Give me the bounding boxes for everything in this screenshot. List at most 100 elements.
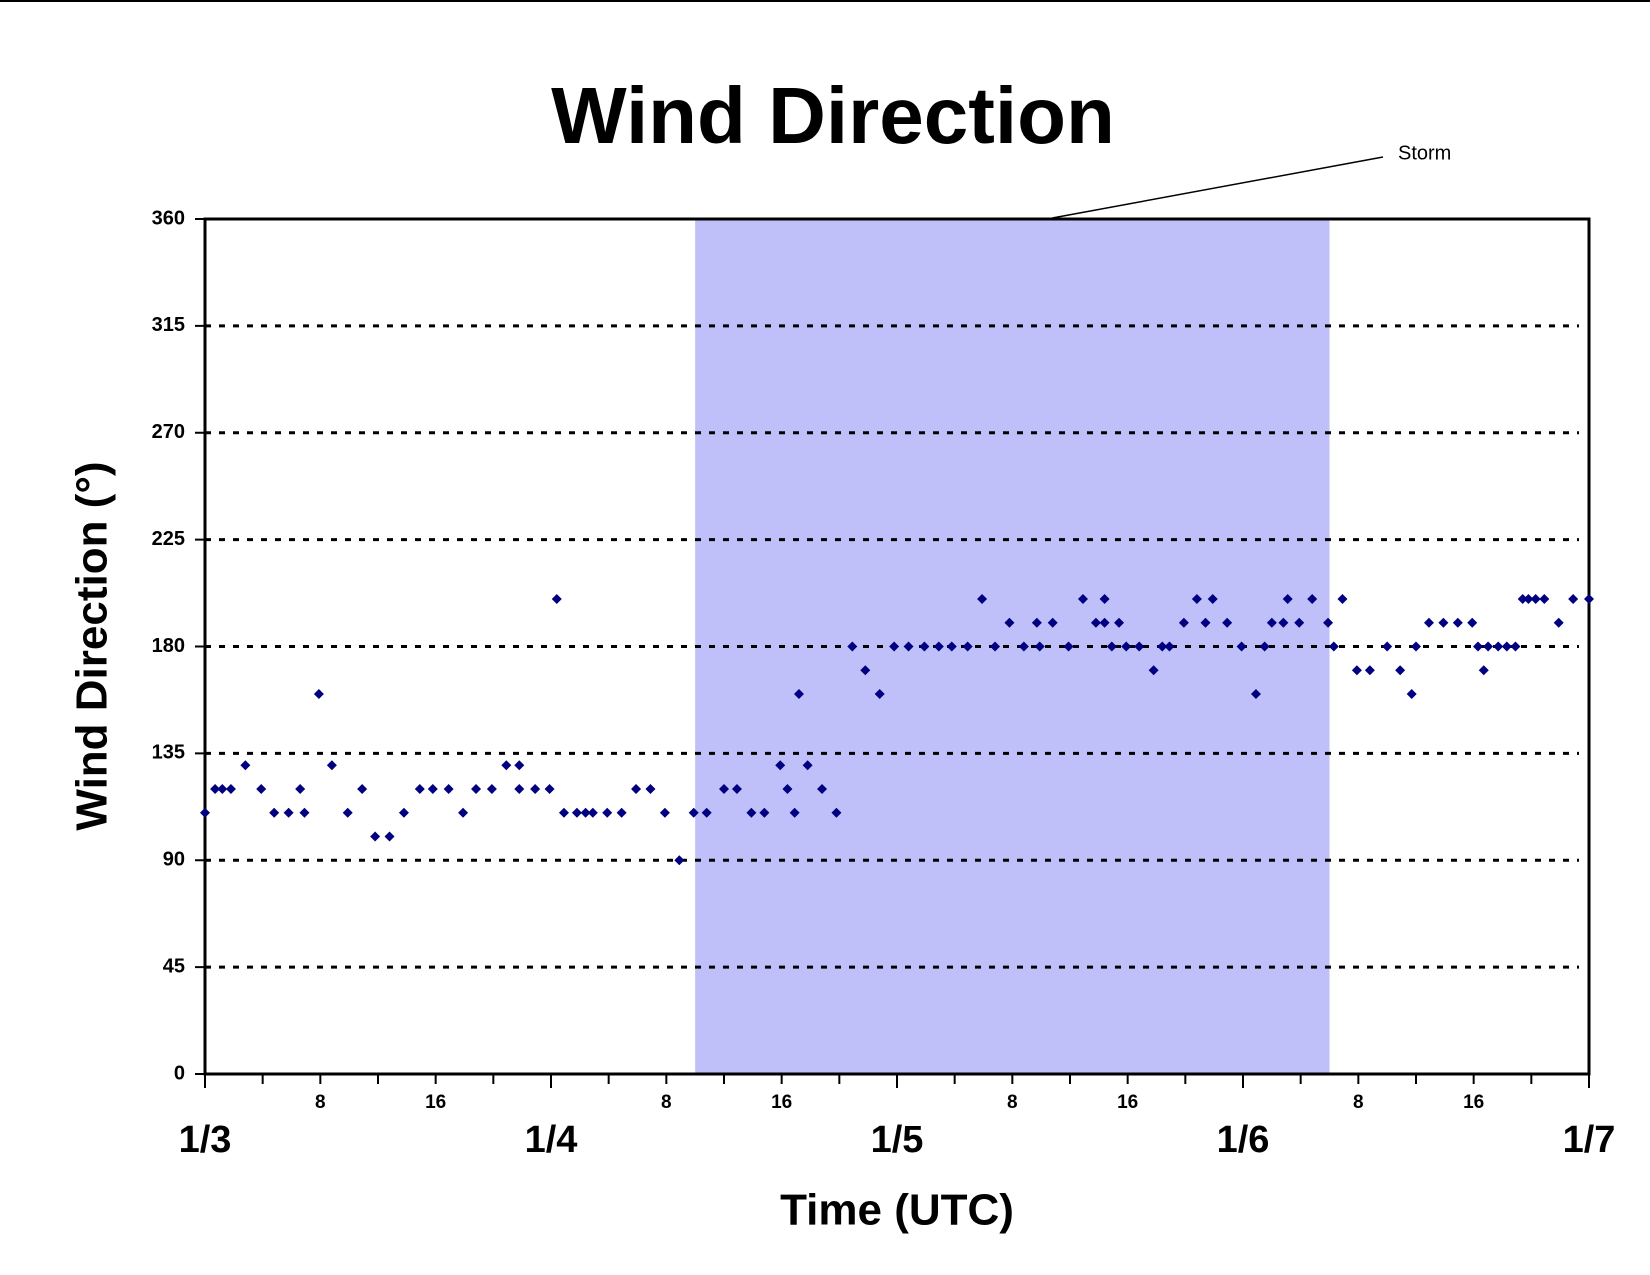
data-point xyxy=(860,665,871,676)
data-point xyxy=(1222,617,1233,628)
data-point xyxy=(1031,617,1042,628)
data-point xyxy=(874,689,885,699)
data-point xyxy=(1483,641,1494,652)
x-hour-label: 8 xyxy=(661,1092,672,1113)
data-point xyxy=(1478,665,1489,676)
data-point xyxy=(427,784,438,794)
x-hour-label: 8 xyxy=(1353,1092,1364,1113)
data-point xyxy=(1250,689,1261,699)
data-point xyxy=(580,807,591,818)
data-point xyxy=(759,807,770,818)
data-point xyxy=(342,807,353,818)
data-point xyxy=(1438,617,1449,628)
data-point xyxy=(1382,641,1393,652)
data-point xyxy=(731,784,742,794)
data-point xyxy=(217,784,228,794)
data-point xyxy=(659,807,670,818)
y-tick-label: 0 xyxy=(174,1062,185,1084)
x-date-label: 1/4 xyxy=(525,1119,578,1161)
data-point xyxy=(1584,594,1594,604)
data-point xyxy=(544,784,555,794)
data-point xyxy=(458,807,469,818)
data-point xyxy=(357,784,368,794)
data-point xyxy=(946,641,957,652)
data-point xyxy=(831,807,842,818)
data-point xyxy=(471,784,482,794)
data-point xyxy=(1164,641,1175,652)
data-point xyxy=(200,807,210,818)
data-point xyxy=(1328,641,1339,652)
data-point xyxy=(782,784,793,794)
y-tick-label: 135 xyxy=(152,742,185,764)
data-point xyxy=(645,784,656,794)
data-point xyxy=(1467,617,1478,628)
y-tick-label: 180 xyxy=(152,635,185,657)
data-point xyxy=(1553,617,1564,628)
data-point xyxy=(602,807,613,818)
data-point xyxy=(384,831,395,842)
y-tick-label: 90 xyxy=(163,849,185,871)
data-point xyxy=(1106,641,1117,652)
plot-frame xyxy=(203,217,1591,1076)
data-point xyxy=(1178,617,1189,628)
data-point xyxy=(530,784,541,794)
x-date-label: 1/5 xyxy=(871,1119,924,1161)
data-point xyxy=(514,760,525,771)
data-point xyxy=(746,807,757,818)
data-point xyxy=(1099,617,1110,628)
data-point xyxy=(1191,594,1202,604)
y-tick-label: 360 xyxy=(152,207,185,229)
data-point xyxy=(1530,594,1541,604)
data-point xyxy=(674,855,685,866)
data-point xyxy=(210,784,221,794)
data-point xyxy=(443,784,454,794)
y-tick-label: 270 xyxy=(152,421,185,443)
data-point xyxy=(1114,617,1125,628)
data-point xyxy=(1121,641,1132,652)
data-point xyxy=(326,760,337,771)
data-point xyxy=(903,641,914,652)
data-point xyxy=(1259,641,1270,652)
data-point xyxy=(1472,641,1483,652)
data-point xyxy=(1099,594,1110,604)
data-point xyxy=(299,807,310,818)
data-point xyxy=(1323,617,1334,628)
y-tick-label: 315 xyxy=(152,314,185,336)
data-point xyxy=(283,807,294,818)
data-point xyxy=(933,641,944,652)
data-point xyxy=(1207,594,1218,604)
data-point xyxy=(295,784,306,794)
data-point xyxy=(1406,689,1417,699)
data-point xyxy=(719,784,729,794)
data-point xyxy=(1063,641,1074,652)
data-point xyxy=(919,641,930,652)
data-point xyxy=(551,594,562,604)
data-point xyxy=(1134,641,1145,652)
data-point xyxy=(501,760,512,771)
data-point xyxy=(631,784,642,794)
data-point xyxy=(587,807,598,818)
data-point xyxy=(1034,641,1045,652)
data-point xyxy=(1266,617,1277,628)
data-point xyxy=(1090,617,1101,628)
x-hour-label: 16 xyxy=(425,1092,446,1113)
data-point xyxy=(1282,594,1293,604)
data-point xyxy=(1351,665,1362,676)
data-point xyxy=(1411,641,1421,652)
x-hour-label: 8 xyxy=(1007,1092,1018,1113)
data-point xyxy=(977,594,988,604)
x-date-label: 1/6 xyxy=(1217,1119,1270,1161)
data-point xyxy=(1501,641,1512,652)
x-hour-label: 16 xyxy=(771,1092,792,1113)
data-point xyxy=(571,807,582,818)
data-point xyxy=(256,784,267,794)
data-point xyxy=(1294,617,1305,628)
data-point xyxy=(1517,594,1528,604)
data-point xyxy=(225,784,236,794)
data-point xyxy=(1493,641,1504,652)
data-point xyxy=(414,784,425,794)
data-point xyxy=(1004,617,1015,628)
data-point xyxy=(1157,641,1168,652)
data-point xyxy=(1539,594,1550,604)
